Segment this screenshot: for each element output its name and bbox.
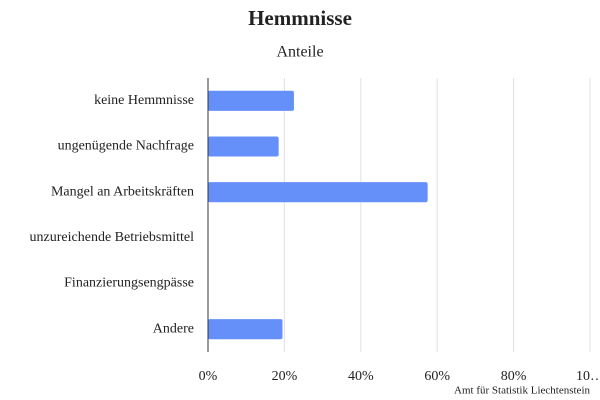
x-tick-label: 10… — [576, 369, 600, 384]
bar — [208, 182, 428, 203]
bar — [208, 319, 283, 340]
x-tick-label: 40% — [348, 369, 374, 384]
x-tick-label: 80% — [501, 369, 527, 384]
y-tick-label: unzureichende Betriebsmittel — [30, 230, 195, 245]
y-tick-label: ungenügende Nachfrage — [58, 139, 194, 154]
chart-title: Hemmnisse — [248, 6, 352, 30]
y-tick-label: Andere — [153, 321, 194, 336]
y-tick-label: Mangel an Arbeitskräften — [51, 184, 194, 199]
credit: Amt für Statistik Liechtenstein — [454, 385, 590, 397]
x-tick-label: 20% — [272, 369, 298, 384]
bar — [208, 136, 279, 157]
y-tick-label: Finanzierungsengpässe — [64, 276, 194, 291]
y-tick-label: keine Hemmnisse — [94, 93, 194, 108]
x-tick-label: 60% — [424, 369, 450, 384]
bar — [208, 90, 294, 111]
chart-subtitle: Anteile — [276, 44, 323, 61]
x-tick-label: 0% — [199, 369, 218, 384]
